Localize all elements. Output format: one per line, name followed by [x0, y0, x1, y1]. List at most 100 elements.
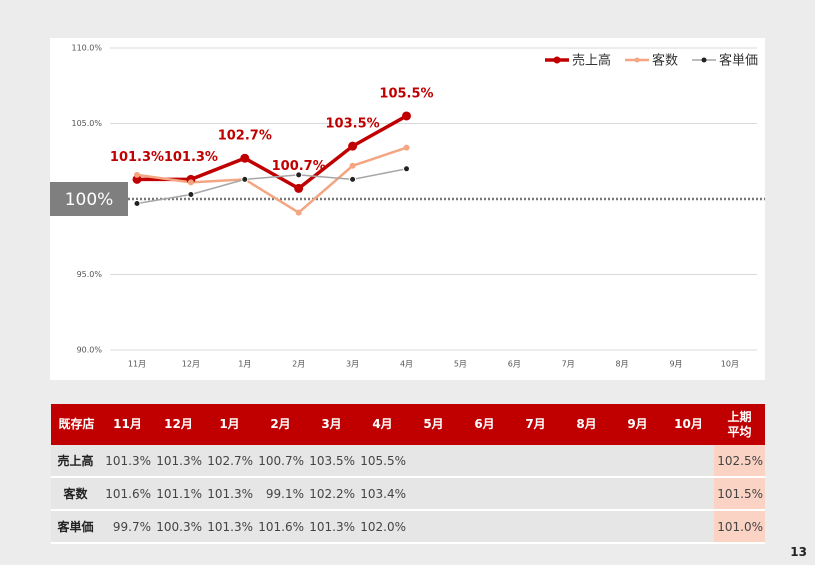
value-cell: 101.1%	[153, 477, 204, 511]
marker	[403, 165, 410, 173]
x-tick-label: 1月	[238, 360, 251, 369]
reference-box	[50, 182, 128, 216]
row-label: 客数	[51, 477, 102, 511]
data-label: 103.5%	[326, 117, 380, 132]
header-cell: 7月	[510, 404, 561, 445]
reference-label: 100%	[65, 190, 114, 210]
empty-cell	[612, 445, 663, 478]
value-cell: 99.1%	[255, 477, 306, 511]
empty-cell	[459, 477, 510, 511]
value-cell: 103.4%	[357, 477, 408, 511]
row-label: 客単価	[51, 510, 102, 544]
header-cell: 4月	[357, 404, 408, 445]
header-cell: 3月	[306, 404, 357, 445]
x-tick-label: 11月	[128, 360, 146, 369]
empty-cell	[459, 445, 510, 478]
header-cell: 5月	[408, 404, 459, 445]
x-tick-label: 4月	[400, 360, 413, 369]
series-line	[137, 114, 408, 191]
header-cell: 11月	[102, 404, 153, 445]
marker	[403, 144, 410, 151]
value-cell: 101.6%	[255, 510, 306, 544]
header-cell: 6月	[459, 404, 510, 445]
empty-cell	[510, 477, 561, 511]
empty-cell	[612, 477, 663, 511]
value-cell: 100.7%	[255, 445, 306, 478]
marker	[295, 171, 303, 179]
x-tick-label: 5月	[454, 360, 467, 369]
value-cell: 101.3%	[204, 510, 255, 544]
data-label: 100.7%	[272, 159, 326, 174]
marker	[295, 209, 302, 216]
legend-marker	[553, 56, 561, 64]
value-cell: 99.7%	[102, 510, 153, 544]
y-tick-label: 95.0%	[77, 270, 103, 279]
series-line	[136, 168, 407, 205]
header-cell: 8月	[561, 404, 612, 445]
table-row: 客単価 99.7% 100.3% 101.3% 101.6% 101.3% 102.0% 10…	[51, 510, 765, 544]
y-tick-label: 105.0%	[71, 119, 102, 128]
table-row: 売上高 101.3% 101.3% 102.7% 100.7% 103.5% 105.5% 1…	[51, 445, 765, 478]
marker	[187, 179, 194, 186]
empty-cell	[663, 510, 714, 544]
x-tick-label: 12月	[182, 360, 200, 369]
marker	[241, 175, 249, 183]
data-label: 102.7%	[218, 129, 272, 144]
chart: 90.0% 95.0% 105.0% 110.0% 11月 12月 1月 2月 3月 4月 5月 6月…	[50, 38, 765, 380]
marker	[240, 153, 250, 163]
x-tick-label: 2月	[292, 360, 305, 369]
average-cell: 101.5%	[714, 477, 765, 511]
x-tick-label: 10月	[721, 360, 739, 369]
x-tick-label: 8月	[616, 360, 629, 369]
x-tick-label: 3月	[346, 360, 359, 369]
x-tick-label: 9月	[669, 360, 682, 369]
value-cell: 101.3%	[102, 445, 153, 478]
value-cell: 101.3%	[204, 477, 255, 511]
value-cell: 102.7%	[204, 445, 255, 478]
value-cell: 101.3%	[306, 510, 357, 544]
marker	[134, 171, 140, 178]
x-tick-label: 6月	[508, 360, 521, 369]
marker	[132, 174, 142, 184]
marker	[349, 175, 357, 183]
empty-cell	[408, 477, 459, 511]
table-row: 客数 101.6% 101.1% 101.3% 99.1% 102.2% 103.4% 101…	[51, 477, 765, 511]
average-cell: 102.5%	[714, 445, 765, 478]
value-cell: 102.2%	[306, 477, 357, 511]
value-cell: 102.0%	[357, 510, 408, 544]
value-cell: 101.6%	[102, 477, 153, 511]
empty-cell	[663, 445, 714, 478]
header-cell: 1月	[204, 404, 255, 445]
empty-cell	[510, 510, 561, 544]
marker	[349, 162, 356, 169]
series-line	[136, 146, 407, 215]
legend-marker	[701, 57, 707, 63]
header-cell: 12月	[153, 404, 204, 445]
data-label: 101.3%	[110, 150, 164, 165]
empty-cell	[561, 477, 612, 511]
empty-cell	[561, 510, 612, 544]
legend-marker	[634, 57, 640, 63]
legend-label: 客単価	[719, 53, 758, 69]
empty-cell	[408, 445, 459, 478]
y-tick-label: 90.0%	[77, 346, 103, 355]
marker	[187, 190, 195, 198]
marker	[402, 111, 411, 121]
value-cell: 103.5%	[306, 445, 357, 478]
x-tick-label: 7月	[562, 360, 575, 369]
value-cell: 101.3%	[153, 445, 204, 478]
header-cell: 既存店	[51, 404, 102, 445]
marker	[133, 200, 141, 208]
legend-label: 客数	[652, 53, 678, 69]
row-label: 売上高	[51, 445, 102, 478]
header-cell: 10月	[663, 404, 714, 445]
header-cell: 9月	[612, 404, 663, 445]
empty-cell	[663, 477, 714, 511]
empty-cell	[459, 510, 510, 544]
empty-cell	[561, 445, 612, 478]
average-cell: 101.0%	[714, 510, 765, 544]
data-label: 101.3%	[164, 150, 218, 165]
value-cell: 105.5%	[357, 445, 408, 478]
header-cell: 2月	[255, 404, 306, 445]
